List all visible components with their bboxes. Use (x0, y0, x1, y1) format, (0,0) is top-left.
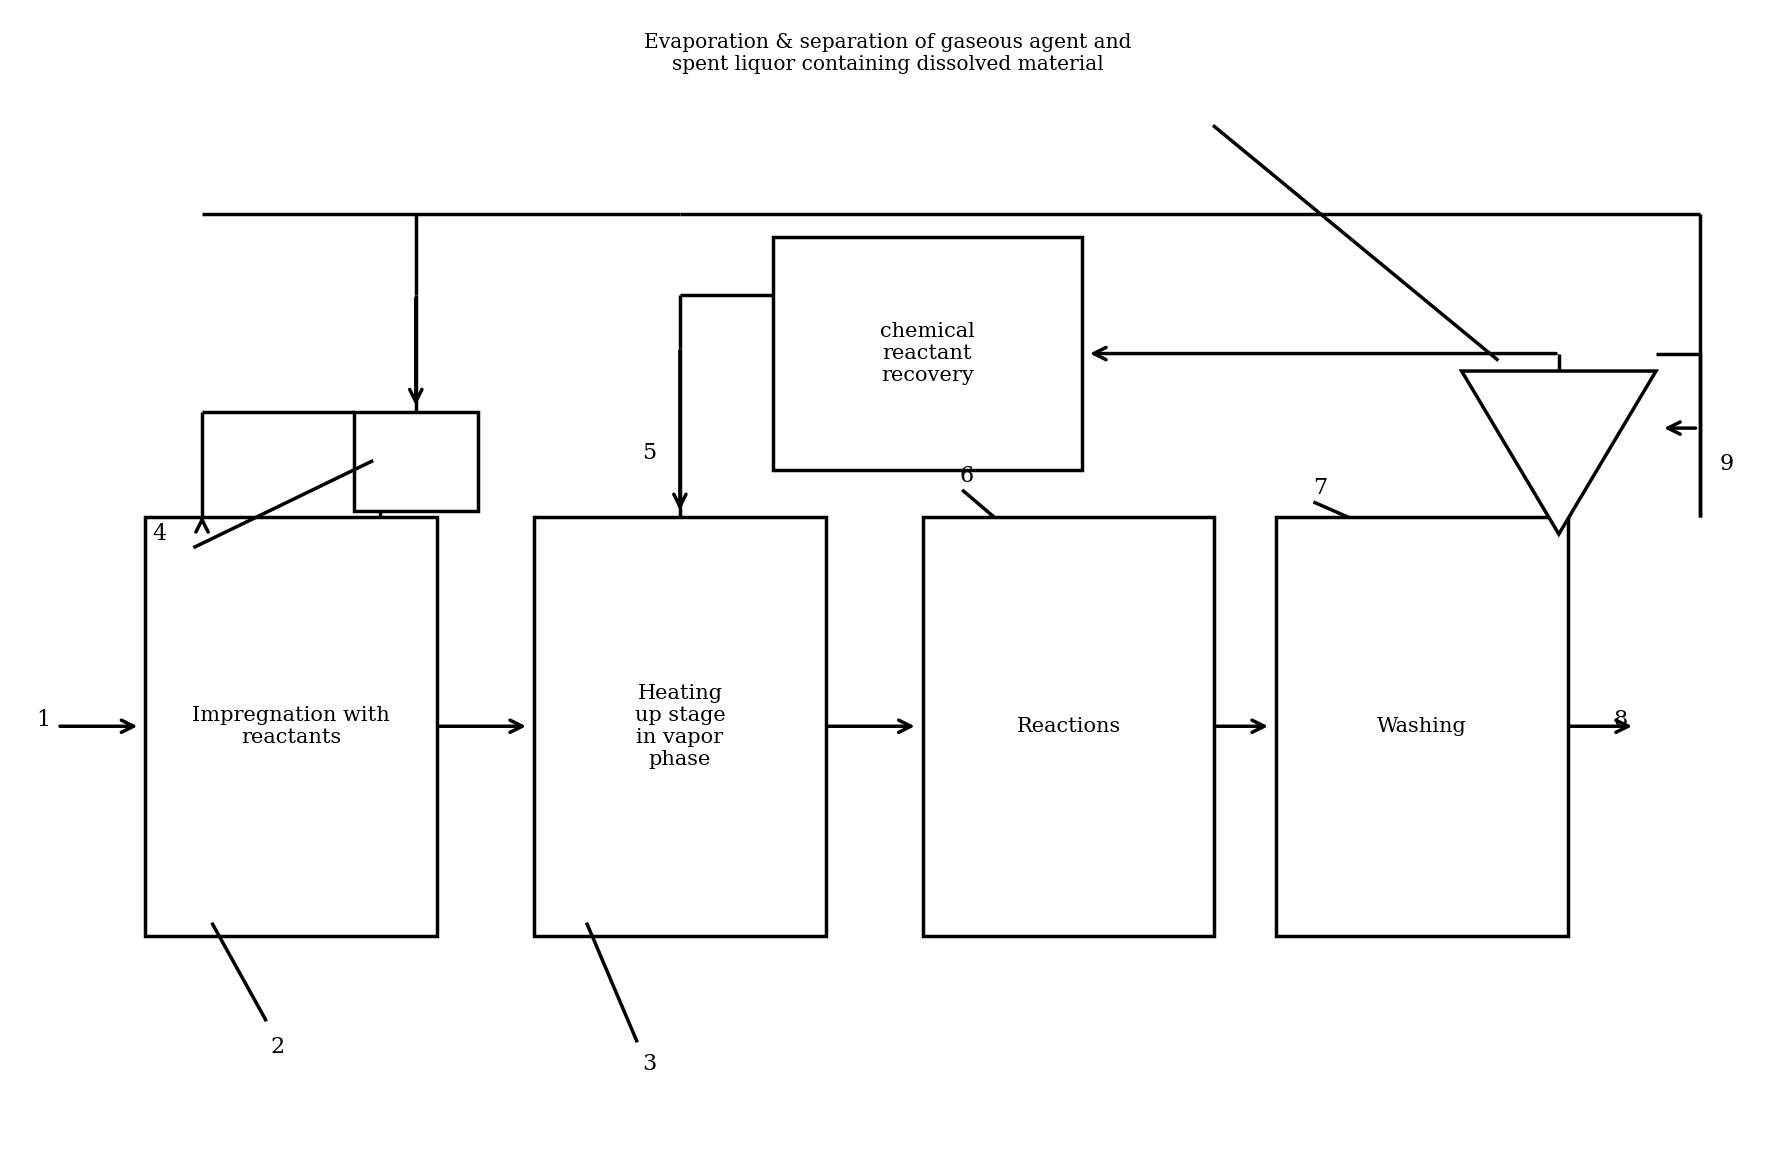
Bar (923, 516, 1214, 936)
Bar (1276, 516, 1567, 936)
Bar (353, 412, 477, 510)
Text: 7: 7 (1314, 476, 1328, 499)
Text: Evaporation & separation of gaseous agent and
spent liquor containing dissolved : Evaporation & separation of gaseous agen… (644, 33, 1131, 74)
Text: 5: 5 (643, 441, 657, 463)
Text: 3: 3 (643, 1053, 657, 1074)
Text: 9: 9 (1720, 453, 1734, 475)
Bar (146, 516, 437, 936)
Text: Washing: Washing (1377, 717, 1466, 735)
Text: chemical
reactant
recovery: chemical reactant recovery (880, 323, 974, 385)
Text: 8: 8 (1613, 710, 1628, 732)
Bar (534, 516, 825, 936)
Text: 2: 2 (272, 1036, 286, 1058)
Text: Reactions: Reactions (1017, 717, 1120, 735)
Text: 6: 6 (960, 465, 974, 487)
Polygon shape (1461, 371, 1656, 534)
Text: Impregnation with
reactants: Impregnation with reactants (192, 706, 390, 747)
Text: 4: 4 (153, 523, 167, 545)
Text: Heating
up stage
in vapor
phase: Heating up stage in vapor phase (634, 684, 726, 768)
Bar (772, 237, 1081, 470)
Text: 1: 1 (36, 710, 50, 732)
